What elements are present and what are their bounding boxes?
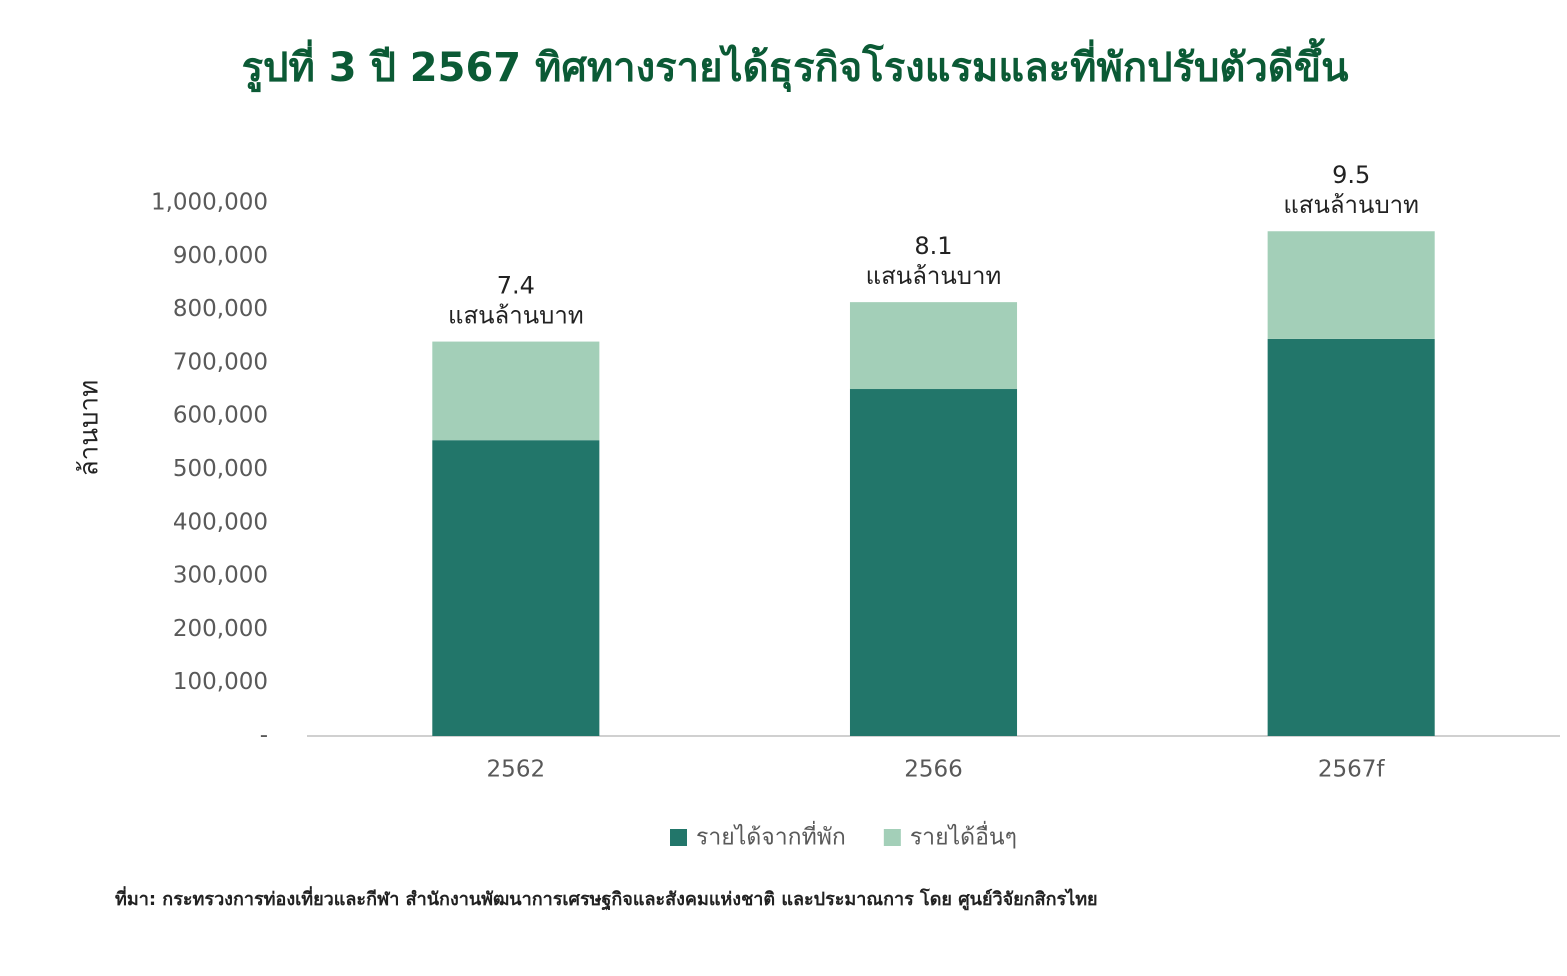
bar-segment — [1267, 338, 1435, 736]
x-tick-label: 2562 — [487, 757, 546, 783]
legend-label: รายได้จากที่พัก — [696, 821, 846, 851]
source-note: ที่มา: กระทรวงการท่องเที่ยวและกีฬา สำนัก… — [115, 886, 1098, 911]
y-tick-label: 900,000 — [173, 243, 268, 269]
bar-segment — [1267, 231, 1435, 339]
bar-segment — [849, 389, 1018, 736]
legend-swatch — [670, 829, 687, 846]
y-tick-label: 600,000 — [173, 403, 268, 429]
y-axis-label: ล้านบาท — [75, 380, 105, 477]
bar-segment — [432, 341, 600, 441]
total-unit: แสนล้านบาท — [448, 302, 584, 330]
total-unit: แสนล้านบาท — [1283, 191, 1419, 219]
y-tick-label: 400,000 — [173, 509, 268, 535]
bar-segment — [849, 302, 1018, 390]
total-label: 9.5 — [1332, 161, 1370, 189]
y-tick-label: 500,000 — [173, 456, 268, 482]
total-label: 7.4 — [497, 272, 535, 300]
y-tick-label: - — [260, 723, 268, 749]
x-tick-label: 2566 — [904, 757, 963, 783]
y-tick-label: 700,000 — [173, 349, 268, 375]
y-tick-label: 200,000 — [173, 616, 268, 642]
total-unit: แสนล้านบาท — [866, 262, 1002, 290]
chart-title: รูปที่ 3 ปี 2567 ทิศทางรายได้ธุรกิจโรงแร… — [242, 38, 1349, 93]
y-tick-label: 100,000 — [173, 669, 268, 695]
bar-segment — [432, 440, 600, 736]
y-tick-label: 1,000,000 — [151, 190, 268, 216]
total-label: 8.1 — [914, 232, 952, 260]
legend-swatch — [883, 829, 901, 846]
legend-label: รายได้อื่นๆ — [910, 821, 1017, 851]
y-tick-label: 300,000 — [173, 563, 268, 589]
y-tick-label: 800,000 — [173, 296, 268, 322]
x-tick-label: 2567f — [1318, 757, 1386, 783]
